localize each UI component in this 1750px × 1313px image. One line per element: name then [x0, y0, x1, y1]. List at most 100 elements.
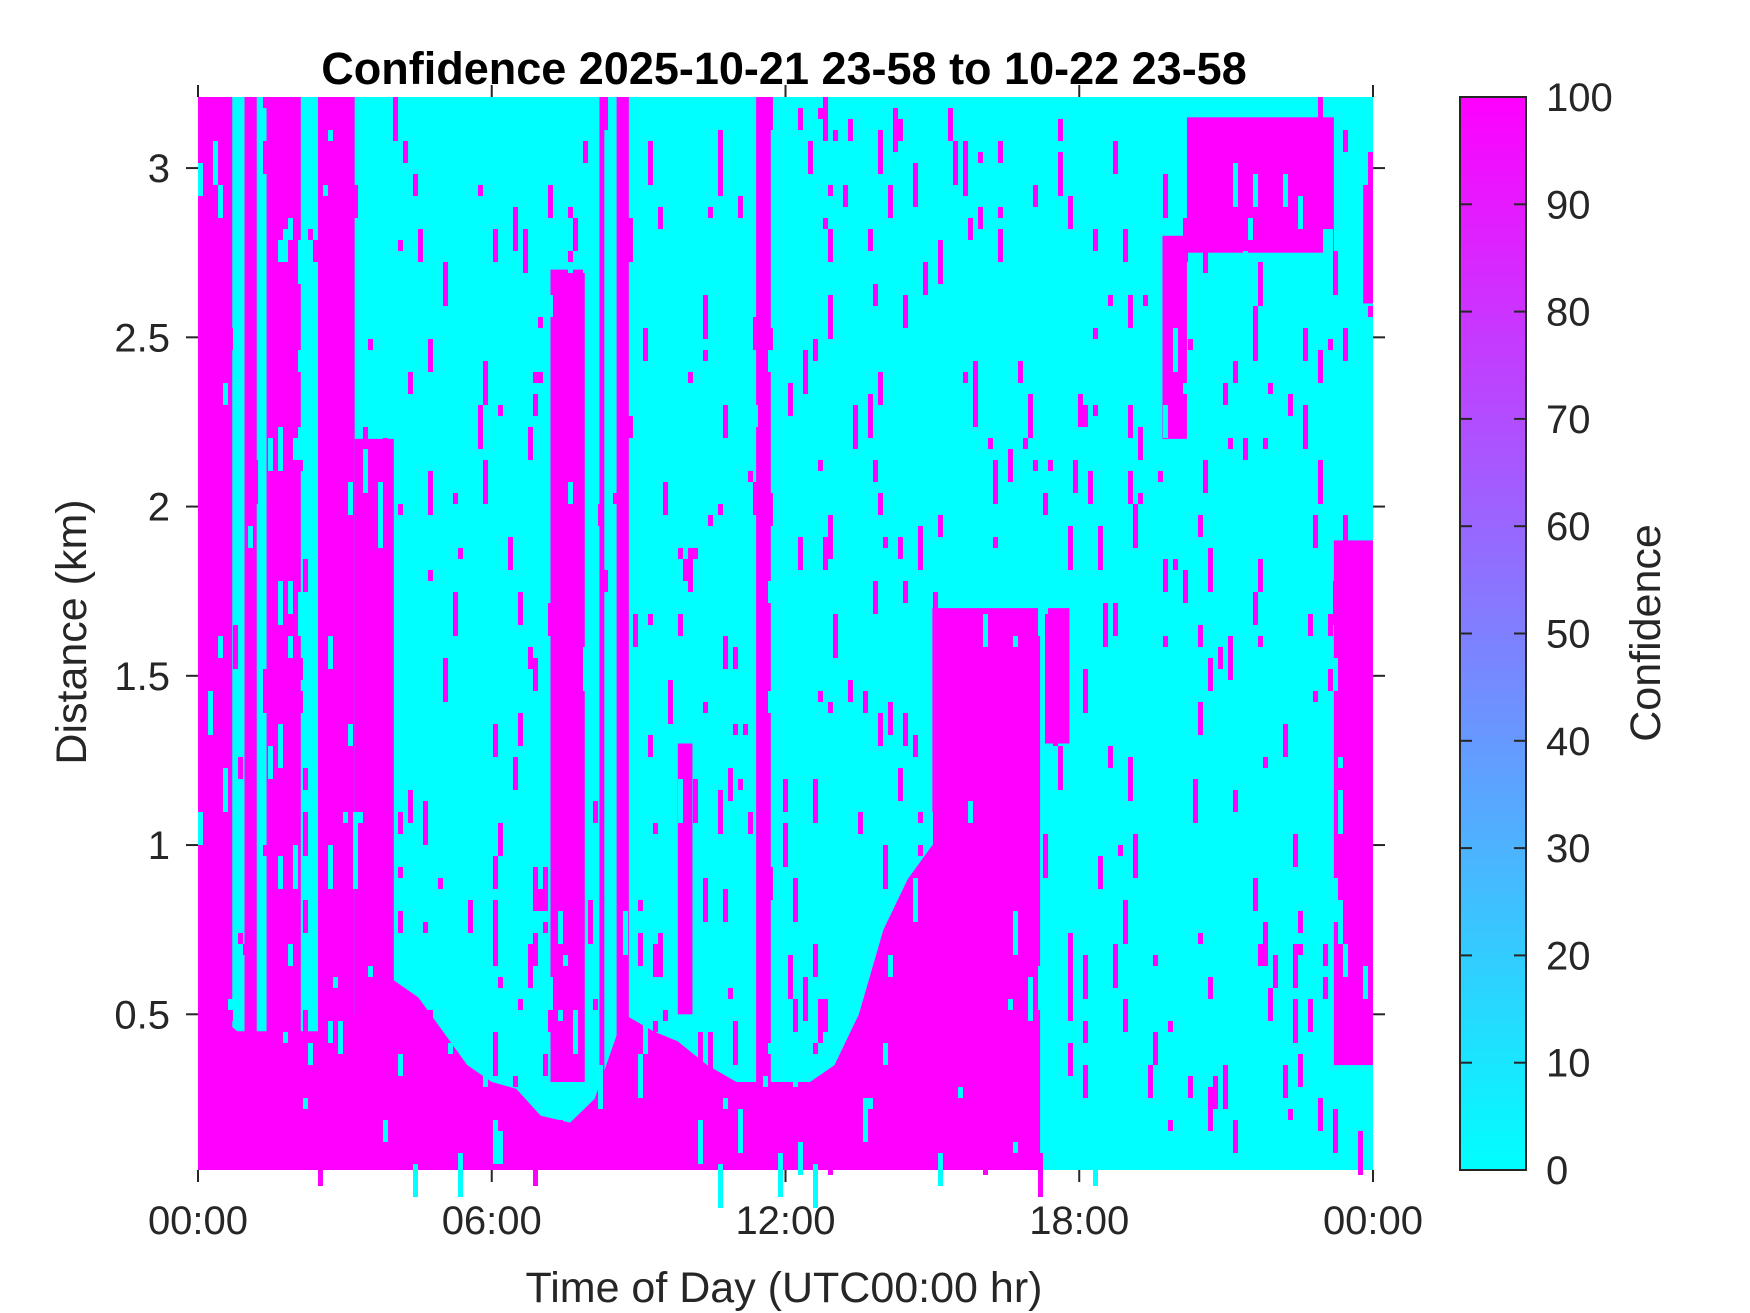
heatmap-cell [493, 900, 498, 944]
heatmap-cell [453, 845, 458, 867]
heatmap-cell [1328, 669, 1333, 691]
heatmap-cell [1078, 460, 1083, 493]
heatmap-cell [548, 1010, 553, 1032]
heatmap-cell [1133, 966, 1138, 988]
heatmap-cell [583, 141, 588, 163]
heatmap-cell [1198, 625, 1203, 647]
heatmap-cell [458, 548, 463, 559]
heatmap-cell [528, 944, 533, 988]
heatmap-cell [1108, 548, 1113, 559]
heatmap-cell [863, 757, 868, 790]
heatmap-cell [853, 779, 858, 801]
heatmap-cell [828, 229, 833, 262]
heatmap-cell [363, 669, 368, 691]
heatmap-cell [1143, 790, 1148, 812]
heatmap-cell [993, 812, 998, 845]
heatmap-cell [828, 702, 833, 713]
heatmap-cell [283, 933, 288, 955]
colorbar-tick-label: 30 [1546, 827, 1591, 871]
heatmap-cell [748, 141, 753, 163]
heatmap-cell [888, 955, 893, 977]
heatmap-cell [218, 185, 223, 218]
heatmap-cell [383, 438, 388, 460]
heatmap-cell [288, 845, 293, 878]
heatmap-cell [293, 438, 298, 460]
heatmap-cell [418, 229, 423, 262]
heatmap-cell [403, 394, 408, 416]
heatmap-cell [728, 768, 733, 801]
heatmap-cell [958, 1087, 963, 1098]
heatmap-cell [1318, 768, 1323, 779]
heatmap-cell [438, 724, 443, 746]
heatmap-cell [1183, 383, 1188, 394]
heatmap-cell [783, 757, 788, 779]
heatmap-cell [318, 394, 323, 438]
heatmap-cell [1068, 196, 1073, 229]
heatmap-cell [268, 108, 273, 152]
heatmap-cell [1073, 460, 1078, 493]
heatmap-cell [1198, 933, 1203, 944]
heatmap-cell [718, 1131, 723, 1175]
heatmap-cell [408, 790, 413, 823]
heatmap-cell [733, 878, 738, 911]
heatmap-cell [1318, 350, 1323, 383]
heatmap-cell [208, 691, 213, 735]
heatmap-cell [603, 570, 608, 592]
heatmap-cell [1238, 889, 1243, 922]
heatmap-cell [1168, 1120, 1173, 1131]
heatmap-cell [653, 823, 658, 834]
heatmap-cell [708, 218, 713, 251]
heatmap-cell [638, 1054, 643, 1098]
heatmap-cell [1163, 405, 1168, 438]
heatmap-cell [873, 284, 878, 306]
heatmap-cell [638, 933, 643, 966]
heatmap-cell [763, 537, 768, 570]
heatmap-cell [1203, 1043, 1208, 1065]
heatmap-cell [1368, 152, 1373, 196]
heatmap-cell [283, 1043, 288, 1087]
heatmap-cell [628, 1021, 633, 1032]
heatmap-cell [383, 1120, 388, 1142]
heatmap-cell [398, 735, 403, 779]
heatmap-cell [803, 350, 808, 394]
heatmap-cell [823, 97, 828, 141]
heatmap-cell [898, 119, 903, 141]
heatmap-cell [1298, 196, 1303, 229]
heatmap-cell [1228, 636, 1233, 680]
colorbar-ticks: 0 10 20 30 40 50 60 70 80 90 100 [1460, 76, 1613, 1193]
heatmap-cell [458, 1065, 463, 1109]
heatmap-cell [443, 262, 448, 295]
heatmap-cell [333, 680, 338, 724]
heatmap-cell [263, 1109, 268, 1120]
heatmap-cell [368, 559, 373, 581]
heatmap-cell [1303, 405, 1308, 449]
heatmap-cell [798, 262, 803, 295]
heatmap-cell [1163, 592, 1168, 603]
heatmap-cell [483, 471, 488, 504]
heatmap-cell [298, 427, 303, 460]
heatmap-cell [918, 526, 923, 570]
heatmap-cell [1303, 328, 1308, 361]
heatmap-cell [218, 636, 223, 658]
heatmap-cell [973, 768, 978, 779]
heatmap-cell [963, 1087, 968, 1098]
heatmap-cell [1333, 581, 1338, 625]
heatmap-cell [278, 240, 283, 262]
heatmap-cell [493, 229, 498, 262]
heatmap-cell [1093, 229, 1098, 251]
heatmap-cell [1163, 174, 1168, 218]
heatmap-cell [1323, 240, 1328, 251]
heatmap-cell [738, 1109, 743, 1153]
heatmap-cell [1083, 405, 1088, 427]
heatmap-cell [1018, 361, 1023, 383]
heatmap-cell [1028, 537, 1033, 548]
heatmap-cell [898, 537, 903, 559]
heatmap-cell [378, 515, 383, 548]
heatmap-cell [1328, 768, 1333, 801]
heatmap-cell [308, 1043, 313, 1065]
heatmap-cell [528, 1109, 533, 1131]
heatmap-cell [833, 614, 838, 658]
heatmap-cell [788, 383, 793, 416]
heatmap-cell [228, 1010, 233, 1021]
heatmap-cell [988, 944, 993, 977]
